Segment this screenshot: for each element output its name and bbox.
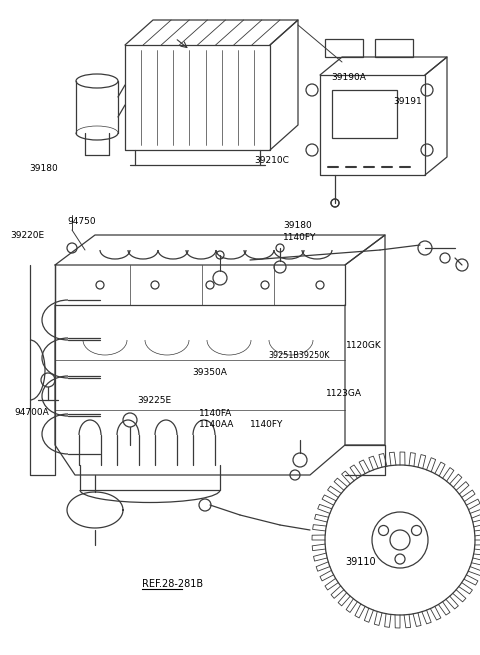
Text: 39225E: 39225E (137, 396, 171, 405)
Bar (332, 90, 397, 138)
Text: 1140FY: 1140FY (283, 233, 317, 242)
Text: 39180: 39180 (283, 221, 312, 231)
Text: 94700A: 94700A (14, 408, 49, 417)
Text: 39190A: 39190A (331, 73, 366, 82)
Text: 39210C: 39210C (254, 156, 289, 165)
Text: 1140FA: 1140FA (199, 409, 232, 419)
Text: REF.28-281B: REF.28-281B (142, 579, 203, 590)
Bar (325, 39, 363, 57)
Text: 39220E: 39220E (11, 231, 45, 240)
Text: 39180: 39180 (29, 164, 58, 174)
Bar (375, 39, 413, 57)
Text: 1123GA: 1123GA (326, 388, 362, 398)
Text: 1140FY: 1140FY (250, 420, 283, 429)
Text: 94750: 94750 (67, 217, 96, 226)
Text: 39191: 39191 (394, 97, 422, 106)
Text: 39110: 39110 (346, 557, 376, 567)
Text: 39350A: 39350A (192, 367, 227, 377)
Text: 1140AA: 1140AA (199, 420, 235, 429)
Text: 1120GK: 1120GK (346, 341, 381, 350)
Text: 39251B39250K: 39251B39250K (269, 350, 330, 360)
